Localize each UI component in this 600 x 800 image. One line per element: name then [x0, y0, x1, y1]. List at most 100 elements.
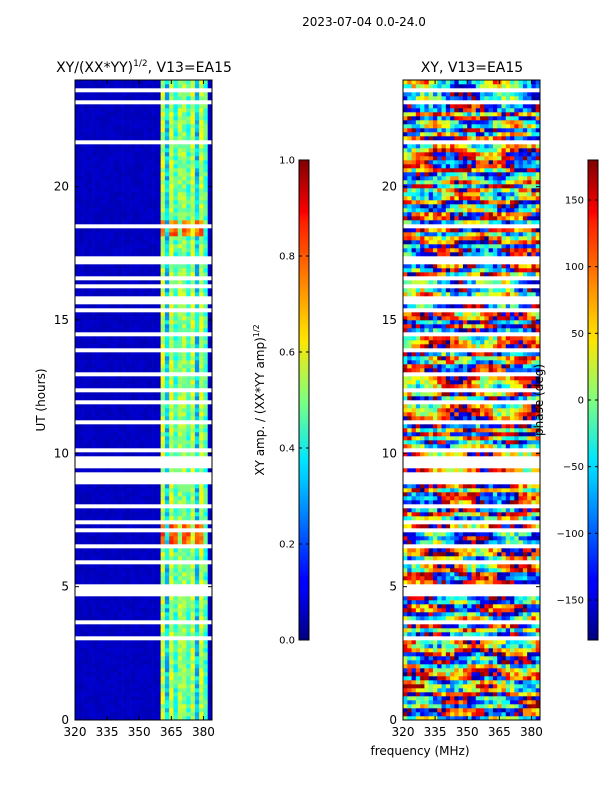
heatmap-cell [109, 352, 114, 357]
heatmap-cell [104, 712, 110, 717]
heatmap-cell [117, 280, 123, 285]
heatmap-cell [173, 244, 179, 249]
heatmap-cell [518, 668, 524, 673]
heatmap-cell [143, 204, 149, 209]
heatmap-cell [147, 396, 153, 401]
heatmap-cell [445, 696, 451, 701]
heatmap-cell [156, 396, 161, 401]
heatmap-cell [169, 316, 174, 321]
heatmap-cell [522, 708, 528, 713]
heatmap-cell [87, 696, 93, 701]
heatmap-cell [147, 80, 153, 85]
heatmap-cell [156, 280, 161, 285]
heatmap-cell [130, 376, 136, 381]
heatmap-cell [164, 676, 170, 681]
heatmap-cell [117, 700, 123, 705]
heatmap-cell [484, 664, 489, 669]
heatmap-cell [186, 216, 191, 221]
heatmap-cell [164, 188, 170, 193]
heatmap-cell [126, 580, 131, 585]
heatmap-cell [126, 188, 131, 193]
heatmap-cell [492, 608, 498, 613]
heatmap-cell [104, 424, 110, 429]
heatmap-cell [186, 232, 191, 237]
heatmap-cell [437, 708, 442, 713]
heatmap-cell [169, 608, 174, 613]
heatmap-cell [147, 164, 153, 169]
heatmap-cell [194, 532, 200, 537]
heatmap-cell [156, 516, 161, 521]
heatmap-cell [134, 652, 140, 657]
heatmap-cell [83, 268, 89, 273]
heatmap-cell [96, 660, 101, 665]
heatmap-cell [203, 500, 209, 505]
heatmap-cell [467, 656, 472, 661]
heatmap-cell [147, 672, 153, 677]
heatmap-cell [79, 368, 84, 373]
heatmap-cell [450, 632, 455, 637]
heatmap-cell [484, 700, 489, 705]
heatmap-cell [480, 628, 485, 633]
heatmap-cell [164, 108, 170, 113]
heatmap-cell [454, 624, 459, 629]
heatmap-cell [96, 244, 101, 249]
heatmap-cell [203, 424, 209, 429]
heatmap-cell [113, 660, 119, 665]
heatmap-cell [109, 204, 114, 209]
heatmap-cell [207, 596, 213, 601]
heatmap-cell [92, 704, 97, 709]
heatmap-cell [173, 360, 179, 365]
heatmap-cell [87, 516, 93, 521]
heatmap-cell [475, 696, 481, 701]
heatmap-cell [182, 240, 187, 245]
heatmap-cell [169, 108, 174, 113]
heatmap-cell [186, 468, 191, 473]
heatmap-cell [156, 688, 161, 693]
heatmap-cell [130, 572, 136, 577]
heatmap-cell [147, 552, 153, 557]
heatmap-cell [480, 692, 485, 697]
heatmap-cell [130, 600, 136, 605]
heatmap-cell [143, 160, 149, 165]
heatmap-cell [164, 700, 170, 705]
heatmap-cell [182, 360, 187, 365]
heatmap-cell [126, 708, 131, 713]
heatmap-cell [147, 312, 153, 317]
heatmap-cell [403, 616, 408, 621]
heatmap-cell [147, 696, 153, 701]
heatmap-cell [441, 672, 447, 677]
heatmap-cell [147, 516, 153, 521]
heatmap-cell [194, 680, 200, 685]
heatmap-cell [190, 412, 196, 417]
heatmap-cell [535, 616, 541, 621]
heatmap-cell [497, 616, 502, 621]
heatmap-cell [169, 680, 174, 685]
heatmap-cell [139, 696, 144, 701]
heatmap-cell [139, 160, 144, 165]
heatmap-cell [156, 104, 161, 109]
heatmap-cell [117, 624, 123, 629]
heatmap-cell [117, 128, 123, 133]
heatmap-cell [96, 552, 101, 557]
amplitude-panel: XY/(XX*YY)1/2, V13=EA15 320 335 350 365 380 … [34, 59, 232, 739]
heatmap-cell [164, 84, 170, 89]
heatmap-cell [113, 264, 119, 269]
heatmap-cell [207, 128, 213, 133]
heatmap-cell [522, 652, 528, 657]
heatmap-cell [96, 564, 101, 569]
heatmap-cell [96, 496, 101, 501]
heatmap-cell [92, 324, 97, 329]
heatmap-cell [122, 488, 127, 493]
heatmap-cell [117, 184, 123, 189]
heatmap-cell [130, 112, 136, 117]
heatmap-cell [203, 664, 209, 669]
heatmap-cell [92, 364, 97, 369]
heatmap-cell [437, 616, 442, 621]
heatmap-cell [445, 660, 451, 665]
heatmap-cell [186, 84, 191, 89]
colorbar-tick-label: 0.0 [279, 636, 295, 647]
heatmap-cell [83, 148, 89, 153]
heatmap-cell [160, 148, 166, 153]
heatmap-cell [130, 128, 136, 133]
heatmap-cell [147, 608, 153, 613]
